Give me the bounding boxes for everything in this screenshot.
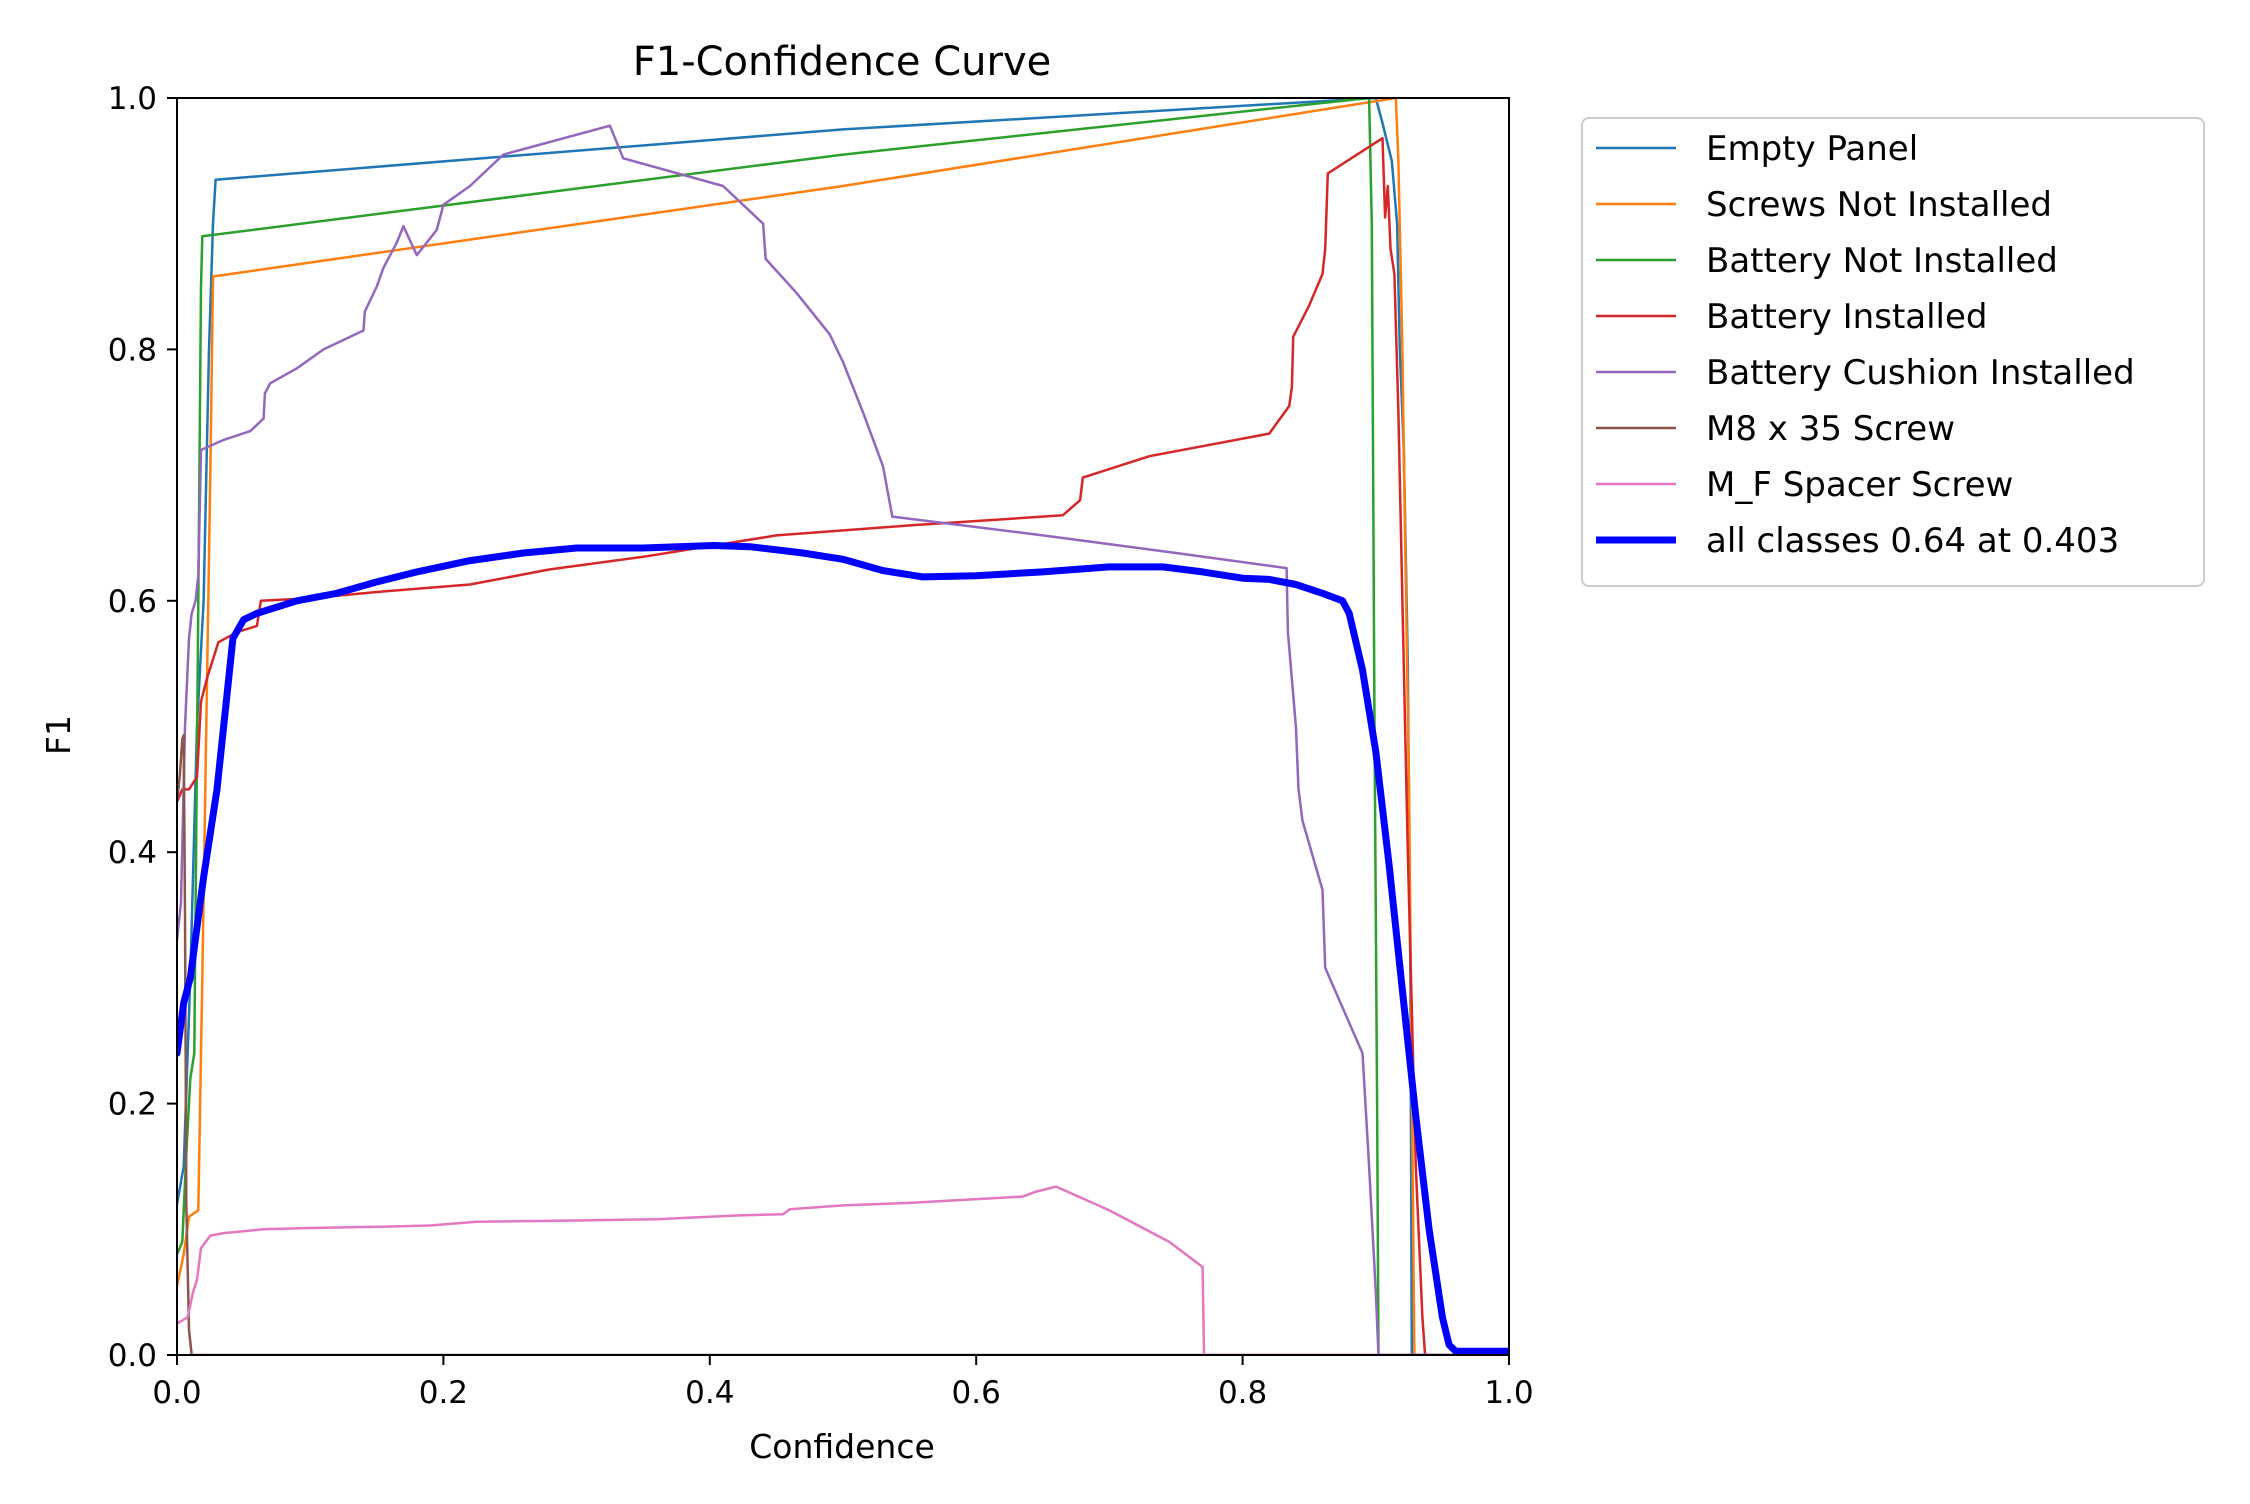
x-tick-label: 0.6 (952, 1375, 1001, 1411)
y-axis-label: F1 (39, 715, 78, 755)
y-tick-label: 0.4 (108, 835, 157, 871)
x-tick-label: 0.0 (152, 1375, 201, 1411)
series-line-4 (177, 124, 1509, 1355)
series-line-7 (177, 542, 1509, 1355)
legend-label: all classes 0.64 at 0.403 (1706, 521, 2119, 561)
series-lines (177, 98, 1509, 1355)
series-line-6 (177, 1185, 1509, 1355)
x-tick-label: 1.0 (1484, 1375, 1533, 1411)
x-axis-label: Confidence (749, 1427, 935, 1466)
x-tick-label: 0.4 (685, 1375, 734, 1411)
legend-label: Screws Not Installed (1706, 185, 2052, 225)
legend-label: Battery Cushion Installed (1706, 353, 2135, 393)
legend-label: M8 x 35 Screw (1706, 409, 1955, 449)
legend: Empty Panel Screws Not Installed Battery N… (1581, 117, 2205, 587)
legend-label: Battery Installed (1706, 297, 1988, 337)
x-tick-label: 0.8 (1218, 1375, 1267, 1411)
chart-title: F1-Confidence Curve (633, 39, 1052, 85)
series-line-5 (177, 734, 1509, 1355)
legend-box (1581, 117, 2205, 587)
legend-label: Empty Panel (1706, 129, 1918, 169)
y-tick-label: 0.2 (108, 1087, 157, 1123)
y-tick-label: 0.6 (108, 584, 157, 620)
series-line-3 (177, 136, 1509, 1355)
series-line-2 (177, 98, 1509, 1355)
axes: 0.0 0.2 0.4 0.6 0.8 1.0 0.0 0.2 0.4 0.6 0.8 1.0 (108, 81, 1534, 1411)
y-tick-label: 0.0 (108, 1338, 157, 1374)
plot-frame (176, 97, 1510, 1356)
x-tick-label: 0.2 (419, 1375, 468, 1411)
y-tick-label: 1.0 (108, 81, 157, 117)
legend-label: M_F Spacer Screw (1706, 465, 2013, 505)
series-line-1 (177, 98, 1509, 1355)
y-tick-label: 0.8 (108, 332, 157, 368)
plot-area (177, 98, 1509, 1355)
legend-label: Battery Not Installed (1706, 241, 2058, 281)
